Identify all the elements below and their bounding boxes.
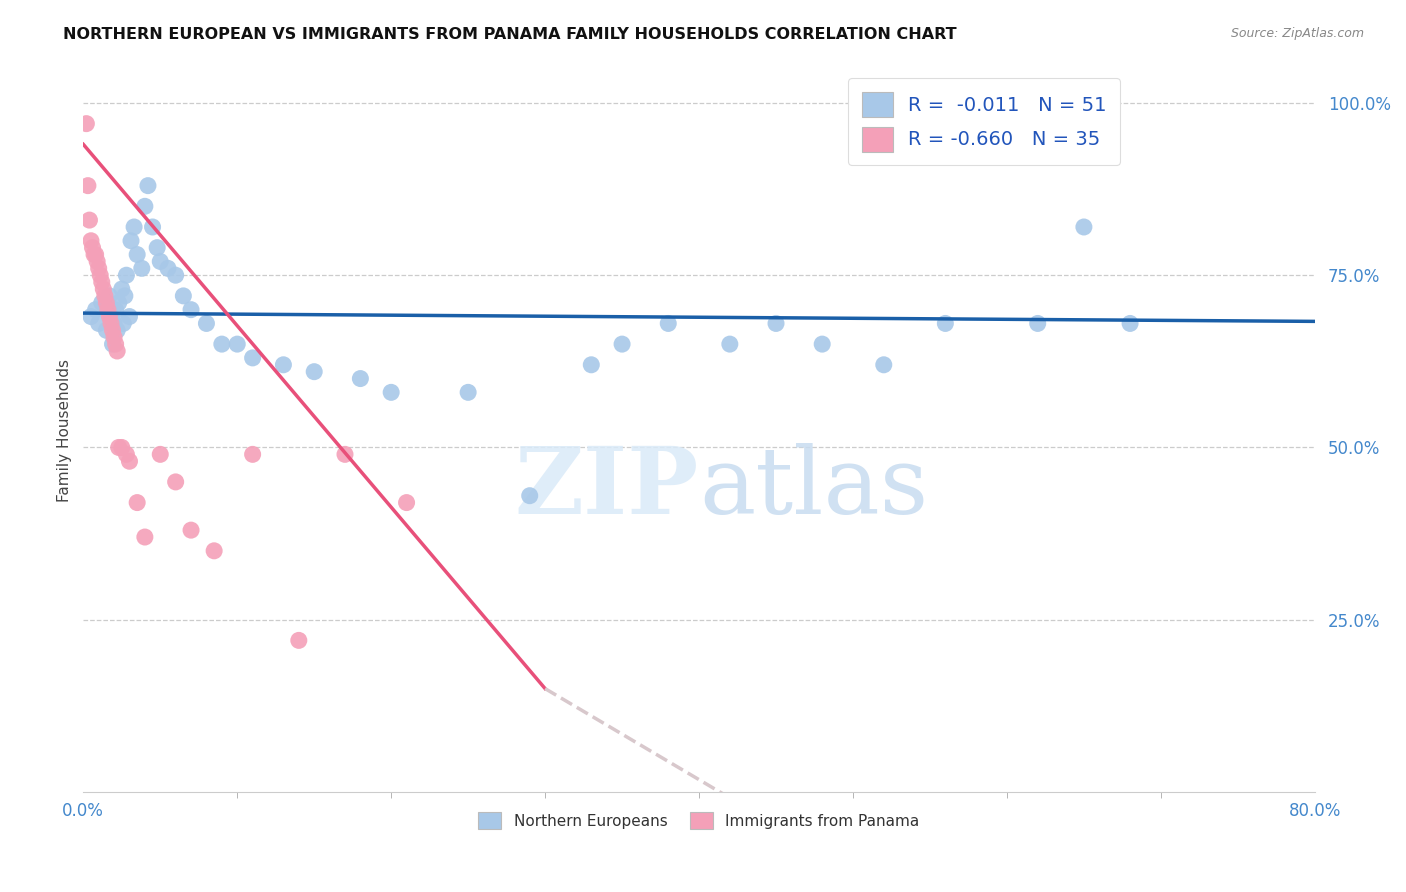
Point (111, 441, 134, 455)
Point (111, 282, 134, 296)
Legend: Northern Europeans, Immigrants from Panama: Northern Europeans, Immigrants from Pana… (472, 806, 925, 835)
Point (96, 295, 118, 310)
Point (75, 117, 97, 131)
Text: ZIP: ZIP (515, 443, 699, 533)
Point (114, 289, 136, 303)
Point (84, 302, 107, 317)
Text: NORTHERN EUROPEAN VS IMMIGRANTS FROM PANAMA FAMILY HOUSEHOLDS CORRELATION CHART: NORTHERN EUROPEAN VS IMMIGRANTS FROM PAN… (63, 27, 957, 42)
Point (94, 289, 117, 303)
Point (97, 302, 120, 317)
Point (103, 317, 125, 331)
Point (86, 254, 108, 268)
Point (112, 317, 135, 331)
Point (581, 358, 603, 372)
Point (180, 302, 202, 317)
Point (127, 495, 149, 509)
Point (610, 337, 633, 351)
Point (118, 310, 141, 324)
Point (349, 371, 371, 385)
Point (77, 178, 100, 193)
Point (87, 317, 110, 331)
Point (765, 317, 787, 331)
Point (242, 351, 264, 365)
Point (104, 337, 127, 351)
Point (165, 475, 187, 489)
Point (82, 241, 104, 255)
Point (934, 317, 956, 331)
Point (100, 317, 122, 331)
Point (180, 523, 202, 537)
Point (149, 447, 172, 461)
Point (718, 337, 741, 351)
Point (302, 365, 325, 379)
Y-axis label: Family Households: Family Households (58, 359, 72, 501)
Point (120, 234, 142, 248)
Text: atlas: atlas (699, 443, 928, 533)
Point (226, 337, 249, 351)
Point (380, 385, 402, 400)
Point (333, 447, 356, 461)
Point (122, 219, 145, 234)
Point (131, 261, 153, 276)
Point (104, 302, 127, 317)
Point (98, 310, 121, 324)
Point (127, 247, 149, 261)
Point (242, 447, 264, 461)
Point (873, 358, 896, 372)
Point (89, 268, 111, 283)
Point (107, 295, 129, 310)
Point (115, 447, 138, 461)
Point (91, 282, 114, 296)
Point (288, 633, 311, 648)
Point (519, 489, 541, 503)
Point (156, 261, 179, 276)
Point (101, 323, 124, 337)
Point (657, 317, 679, 331)
Point (142, 219, 165, 234)
Point (1026, 317, 1049, 331)
Point (103, 330, 125, 344)
Point (395, 495, 418, 509)
Point (134, 199, 156, 213)
Point (80, 310, 103, 324)
Point (811, 337, 834, 351)
Point (202, 544, 225, 558)
Text: Source: ZipAtlas.com: Source: ZipAtlas.com (1230, 27, 1364, 40)
Point (98, 289, 121, 303)
Point (165, 268, 187, 283)
Point (101, 337, 124, 351)
Point (211, 337, 233, 351)
Point (80, 234, 103, 248)
Point (1119, 317, 1142, 331)
Point (107, 441, 129, 455)
Point (149, 254, 172, 268)
Point (273, 358, 295, 372)
Point (87, 261, 110, 276)
Point (136, 178, 159, 193)
Point (134, 530, 156, 544)
Point (84, 247, 107, 261)
Point (83, 247, 105, 261)
Point (146, 241, 169, 255)
Point (105, 323, 128, 337)
Point (195, 317, 218, 331)
Point (115, 268, 138, 283)
Point (118, 454, 141, 468)
Point (79, 213, 101, 227)
Point (172, 289, 194, 303)
Point (100, 310, 122, 324)
Point (457, 385, 479, 400)
Point (1073, 219, 1095, 234)
Point (90, 295, 112, 310)
Point (105, 344, 128, 359)
Point (90, 275, 112, 289)
Point (96, 323, 118, 337)
